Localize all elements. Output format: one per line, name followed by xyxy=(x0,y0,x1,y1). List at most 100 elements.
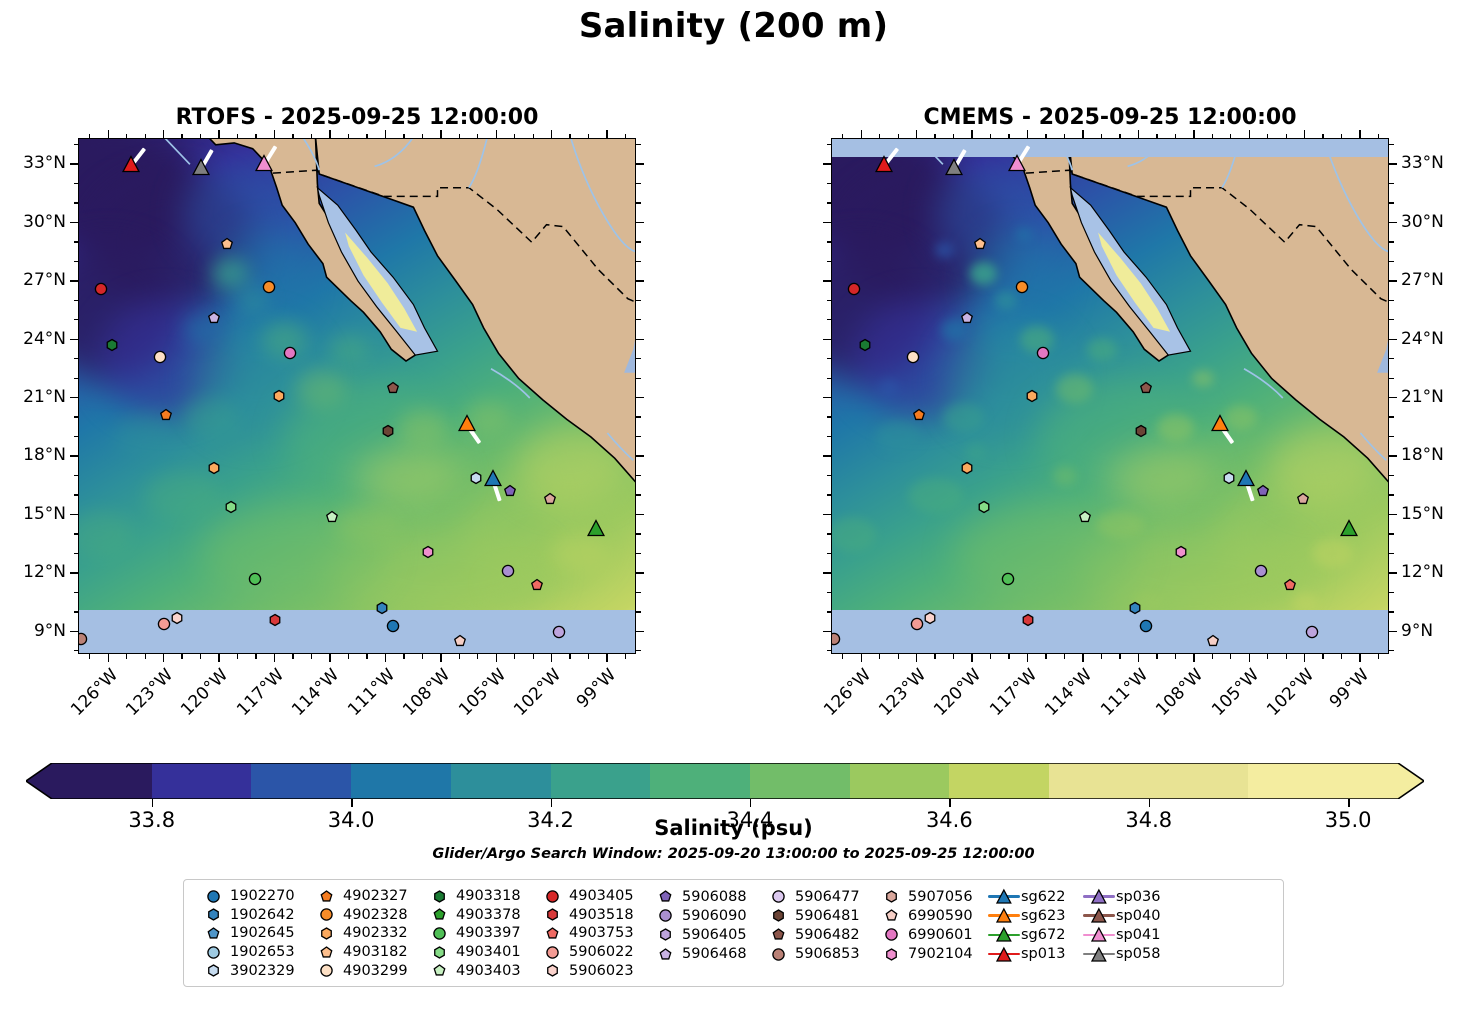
map-marker-4903753[interactable] xyxy=(1284,578,1297,591)
legend-item-1902645[interactable]: 1902645 xyxy=(196,924,309,943)
map-marker-4902332[interactable] xyxy=(1025,389,1038,403)
map-marker-4902328[interactable] xyxy=(263,280,276,294)
legend-item-1902653[interactable]: 1902653 xyxy=(196,943,309,962)
map-marker-4903403[interactable] xyxy=(1079,510,1092,523)
map-marker-4903518[interactable] xyxy=(1021,613,1034,627)
map-marker-sp058[interactable] xyxy=(944,158,963,176)
map-marker-5906090[interactable] xyxy=(1254,565,1267,578)
map-marker-sg672[interactable] xyxy=(587,519,606,537)
legend-item-4903299[interactable]: 4903299 xyxy=(309,961,422,980)
legend-item-sp040[interactable]: sp040 xyxy=(1082,906,1177,925)
map-marker-5906468[interactable] xyxy=(960,311,973,325)
legend-item-5906477[interactable]: 5906477 xyxy=(761,887,874,906)
map-marker-sg622[interactable] xyxy=(1236,468,1255,486)
map-marker-4902327[interactable] xyxy=(912,409,925,422)
map-marker-sg623[interactable] xyxy=(457,414,477,432)
map-marker-4903299[interactable] xyxy=(154,350,167,364)
map-marker-4903299[interactable] xyxy=(907,350,920,364)
map-marker-5906468[interactable] xyxy=(207,311,220,325)
map-marker-5906853[interactable] xyxy=(79,633,88,646)
legend-item-4902328[interactable]: 4902328 xyxy=(309,906,422,925)
map-marker-1902270[interactable] xyxy=(386,619,400,633)
legend-item-sg622[interactable]: sg622 xyxy=(987,887,1082,906)
map-marker-5907056[interactable] xyxy=(544,492,557,506)
map-marker-sg672[interactable] xyxy=(1340,519,1359,537)
map-marker-5906022[interactable] xyxy=(157,617,171,631)
map-marker-4903401[interactable] xyxy=(224,500,237,514)
map-marker-4902327[interactable] xyxy=(159,409,172,422)
legend-item-5906090[interactable]: 5906090 xyxy=(648,906,761,925)
map-marker-sg623[interactable] xyxy=(1210,414,1230,432)
legend-item-7902104[interactable]: 7902104 xyxy=(874,945,987,964)
legend-item-4903518[interactable]: 4903518 xyxy=(535,906,648,925)
legend-item-5906088[interactable]: 5906088 xyxy=(648,887,761,906)
map-marker-4903405[interactable] xyxy=(847,282,861,296)
legend-item-5906405[interactable]: 5906405 xyxy=(648,925,761,944)
map-marker-4903182[interactable] xyxy=(973,237,986,251)
map-marker-7902104[interactable] xyxy=(1175,545,1188,559)
legend-item-4903182[interactable]: 4903182 xyxy=(309,943,422,962)
map-marker-4903318[interactable] xyxy=(106,339,119,352)
map-marker-4902328[interactable] xyxy=(1016,280,1029,294)
map-marker-5906405[interactable] xyxy=(1306,625,1319,638)
map-marker-4903403[interactable] xyxy=(326,510,339,523)
map-marker-5906482[interactable] xyxy=(387,381,400,395)
map-marker-4903182[interactable] xyxy=(220,237,233,251)
legend-item-sp041[interactable]: sp041 xyxy=(1082,925,1177,944)
legend-item-sg623[interactable]: sg623 xyxy=(987,906,1082,925)
map-marker-4903405[interactable] xyxy=(94,282,108,296)
map-panel-rtofs[interactable] xyxy=(78,138,636,654)
map-marker-4903397[interactable] xyxy=(248,572,261,586)
legend-item-4902327[interactable]: 4902327 xyxy=(309,887,422,906)
map-marker-4902332b[interactable] xyxy=(207,461,220,475)
map-marker-5906481[interactable] xyxy=(1134,424,1147,438)
legend-item-4903397[interactable]: 4903397 xyxy=(422,924,535,943)
legend-item-sg672[interactable]: sg672 xyxy=(987,925,1082,944)
map-marker-4903318[interactable] xyxy=(859,339,872,352)
map-marker-5906088[interactable] xyxy=(1256,485,1269,498)
map-panel-cmems[interactable] xyxy=(831,138,1389,654)
legend-item-sp013[interactable]: sp013 xyxy=(987,945,1082,964)
map-marker-4903518[interactable] xyxy=(268,613,281,627)
map-marker-6990590[interactable] xyxy=(1206,635,1219,648)
map-marker-sp013[interactable] xyxy=(874,155,893,173)
legend-item-4903403[interactable]: 4903403 xyxy=(422,961,535,980)
map-marker-sp058[interactable] xyxy=(191,158,210,176)
legend-item-4903401[interactable]: 4903401 xyxy=(422,943,535,962)
legend-item-3902329[interactable]: 3902329 xyxy=(196,961,309,980)
legend-item-1902270[interactable]: 1902270 xyxy=(196,887,309,906)
legend-item-6990590[interactable]: 6990590 xyxy=(874,906,987,925)
map-marker-6990601[interactable] xyxy=(1036,346,1049,360)
legend-item-4903318[interactable]: 4903318 xyxy=(422,887,535,906)
map-marker-1902642[interactable] xyxy=(376,602,389,615)
legend-item-sp036[interactable]: sp036 xyxy=(1082,887,1177,906)
legend-item-sp058[interactable]: sp058 xyxy=(1082,945,1177,964)
map-marker-5906090[interactable] xyxy=(501,565,514,578)
colorbar[interactable] xyxy=(24,762,1426,800)
map-marker-5906481[interactable] xyxy=(381,424,394,438)
legend-item-5906468[interactable]: 5906468 xyxy=(648,945,761,964)
map-marker-5906023[interactable] xyxy=(923,611,936,625)
map-marker-sp041[interactable] xyxy=(1007,154,1026,172)
map-marker-sg622[interactable] xyxy=(483,468,502,486)
map-marker-4903401[interactable] xyxy=(977,500,990,514)
map-marker-1902642[interactable] xyxy=(1129,602,1142,615)
map-marker-6990601[interactable] xyxy=(283,346,296,360)
map-marker-4902332[interactable] xyxy=(272,389,285,403)
map-marker-4903753[interactable] xyxy=(531,578,544,591)
map-marker-5906405[interactable] xyxy=(553,625,566,638)
legend-item-4902332[interactable]: 4902332 xyxy=(309,924,422,943)
legend-item-5906023[interactable]: 5906023 xyxy=(535,961,648,980)
map-marker-1902270[interactable] xyxy=(1139,619,1153,633)
legend-item-4903405[interactable]: 4903405 xyxy=(535,887,648,906)
legend-item-5906481[interactable]: 5906481 xyxy=(761,906,874,925)
legend-item-5906853[interactable]: 5906853 xyxy=(761,945,874,964)
map-marker-5907056[interactable] xyxy=(1297,492,1310,506)
map-marker-5906088[interactable] xyxy=(503,485,516,498)
map-marker-5906023[interactable] xyxy=(170,611,183,625)
map-marker-5906853[interactable] xyxy=(832,633,841,646)
legend-item-5907056[interactable]: 5907056 xyxy=(874,887,987,906)
legend-item-4903753[interactable]: 4903753 xyxy=(535,924,648,943)
map-marker-3902329[interactable] xyxy=(1223,471,1236,485)
map-marker-sp013[interactable] xyxy=(121,155,140,173)
